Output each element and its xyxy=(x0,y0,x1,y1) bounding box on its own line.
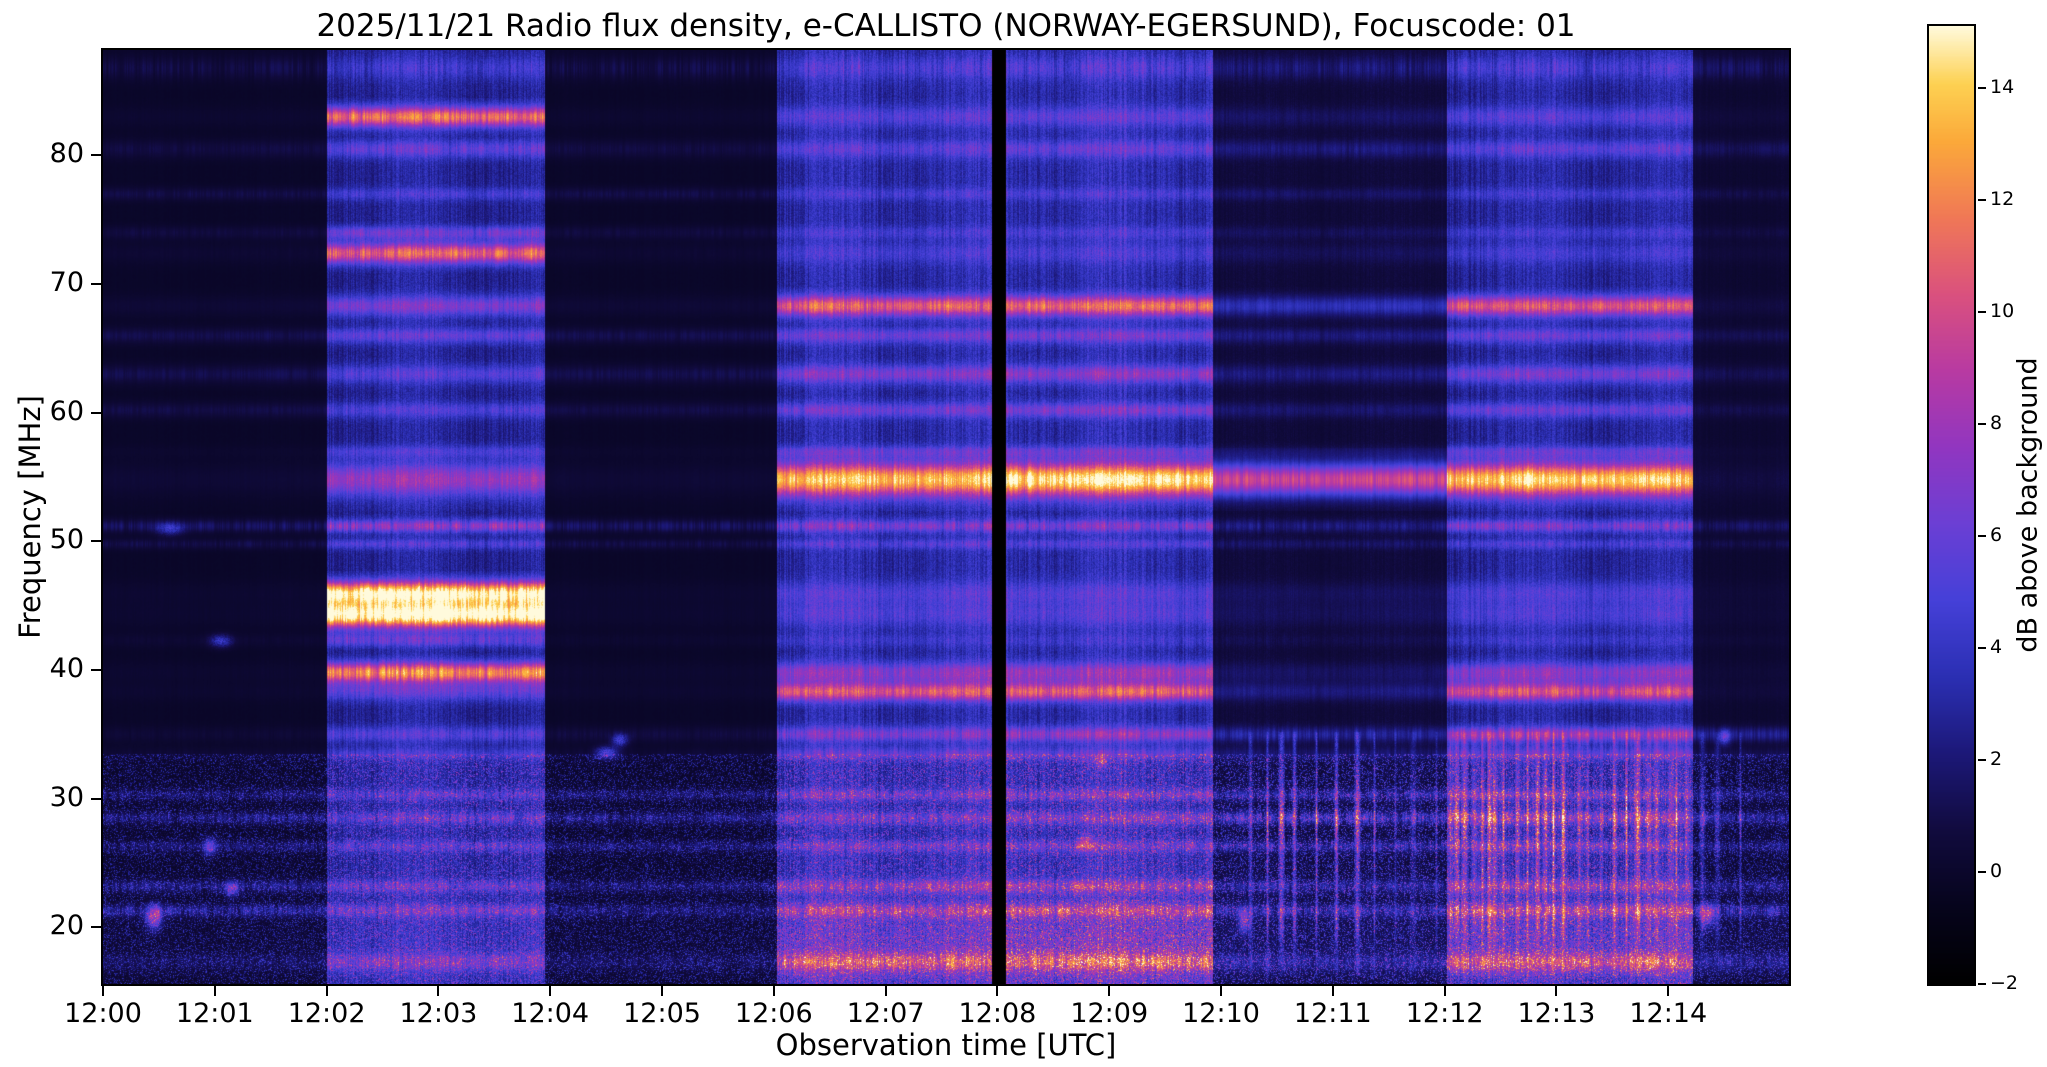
y-axis-label: Frequency [MHz] xyxy=(13,395,47,639)
x-tick-mark xyxy=(1220,986,1223,996)
x-tick-label: 12:05 xyxy=(623,998,701,1029)
plot-title: 2025/11/21 Radio flux density, e-CALLIST… xyxy=(316,8,1576,44)
x-tick-label: 12:12 xyxy=(1405,998,1484,1029)
y-tick-mark xyxy=(91,926,101,929)
x-tick-label: 12:06 xyxy=(734,998,813,1029)
x-tick-label: 12:04 xyxy=(511,998,590,1029)
x-tick-mark xyxy=(213,986,216,996)
plot-area xyxy=(101,48,1791,986)
y-tick-mark xyxy=(91,411,101,414)
x-tick-mark xyxy=(1443,986,1446,996)
x-tick-mark xyxy=(884,986,887,996)
colorbar-tick-mark xyxy=(1978,758,1986,761)
x-tick-label: 12:02 xyxy=(287,998,366,1029)
y-tick-label: 80 xyxy=(49,138,84,170)
colorbar-tick-mark xyxy=(1978,310,1986,313)
colorbar-label: dB above background xyxy=(2012,357,2044,653)
y-tick-label: 20 xyxy=(49,910,84,942)
colorbar-tick-label: 12 xyxy=(1990,187,2015,210)
colorbar-tick-mark xyxy=(1978,86,1986,89)
colorbar-tick-label: 6 xyxy=(1990,523,2003,546)
x-tick-label: 12:14 xyxy=(1629,998,1708,1029)
x-tick-label: 12:00 xyxy=(64,998,142,1029)
x-tick-mark xyxy=(772,986,775,996)
y-tick-mark xyxy=(91,669,101,672)
y-tick-label: 70 xyxy=(49,267,84,299)
x-tick-mark xyxy=(102,986,104,996)
x-tick-mark xyxy=(1667,986,1670,996)
x-tick-mark xyxy=(996,986,999,996)
x-tick-mark xyxy=(437,986,440,996)
colorbar-canvas xyxy=(1929,26,1974,984)
colorbar-tick-mark xyxy=(1978,534,1986,537)
colorbar-tick-mark xyxy=(1978,198,1986,201)
x-tick-label: 12:11 xyxy=(1293,998,1372,1029)
colorbar-tick-label: 8 xyxy=(1990,411,2003,434)
y-tick-label: 40 xyxy=(49,653,84,685)
x-tick-label: 12:09 xyxy=(1070,998,1149,1029)
colorbar-tick-label: 14 xyxy=(1990,75,2015,98)
x-tick-label: 12:03 xyxy=(399,998,478,1029)
y-tick-mark xyxy=(91,797,101,800)
x-tick-label: 12:01 xyxy=(175,998,254,1029)
spectrogram-canvas xyxy=(103,50,1789,984)
x-tick-label: 12:13 xyxy=(1517,998,1596,1029)
x-tick-mark xyxy=(325,986,328,996)
y-tick-mark xyxy=(91,283,101,286)
x-tick-mark xyxy=(1108,986,1111,996)
x-tick-mark xyxy=(549,986,552,996)
y-tick-label: 30 xyxy=(49,781,84,813)
colorbar-tick-label: 0 xyxy=(1990,859,2003,882)
x-tick-label: 12:07 xyxy=(846,998,925,1029)
y-tick-label: 60 xyxy=(49,395,84,427)
colorbar-tick-mark xyxy=(1978,870,1986,873)
colorbar-tick-label: 4 xyxy=(1990,635,2003,658)
colorbar-tick-mark xyxy=(1978,422,1986,425)
y-tick-mark xyxy=(91,540,101,543)
x-tick-label: 12:10 xyxy=(1182,998,1260,1029)
x-tick-mark xyxy=(661,986,664,996)
x-axis-label: Observation time [UTC] xyxy=(775,1028,1117,1062)
x-tick-mark xyxy=(1555,986,1558,996)
colorbar-tick-mark xyxy=(1978,646,1986,649)
colorbar-tick-label: 10 xyxy=(1990,299,2015,322)
colorbar xyxy=(1927,24,1976,986)
y-tick-label: 50 xyxy=(49,524,84,556)
colorbar-tick-mark xyxy=(1978,983,1986,985)
x-tick-label: 12:08 xyxy=(958,998,1037,1029)
colorbar-tick-label: 2 xyxy=(1990,747,2003,770)
y-tick-mark xyxy=(91,154,101,157)
x-tick-mark xyxy=(1331,986,1334,996)
colorbar-tick-label: −2 xyxy=(1990,972,2019,994)
